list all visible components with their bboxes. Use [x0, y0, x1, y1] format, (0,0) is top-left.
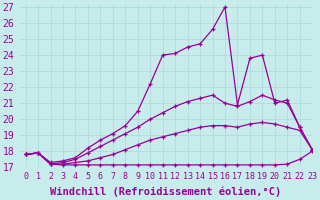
X-axis label: Windchill (Refroidissement éolien,°C): Windchill (Refroidissement éolien,°C) [50, 187, 281, 197]
